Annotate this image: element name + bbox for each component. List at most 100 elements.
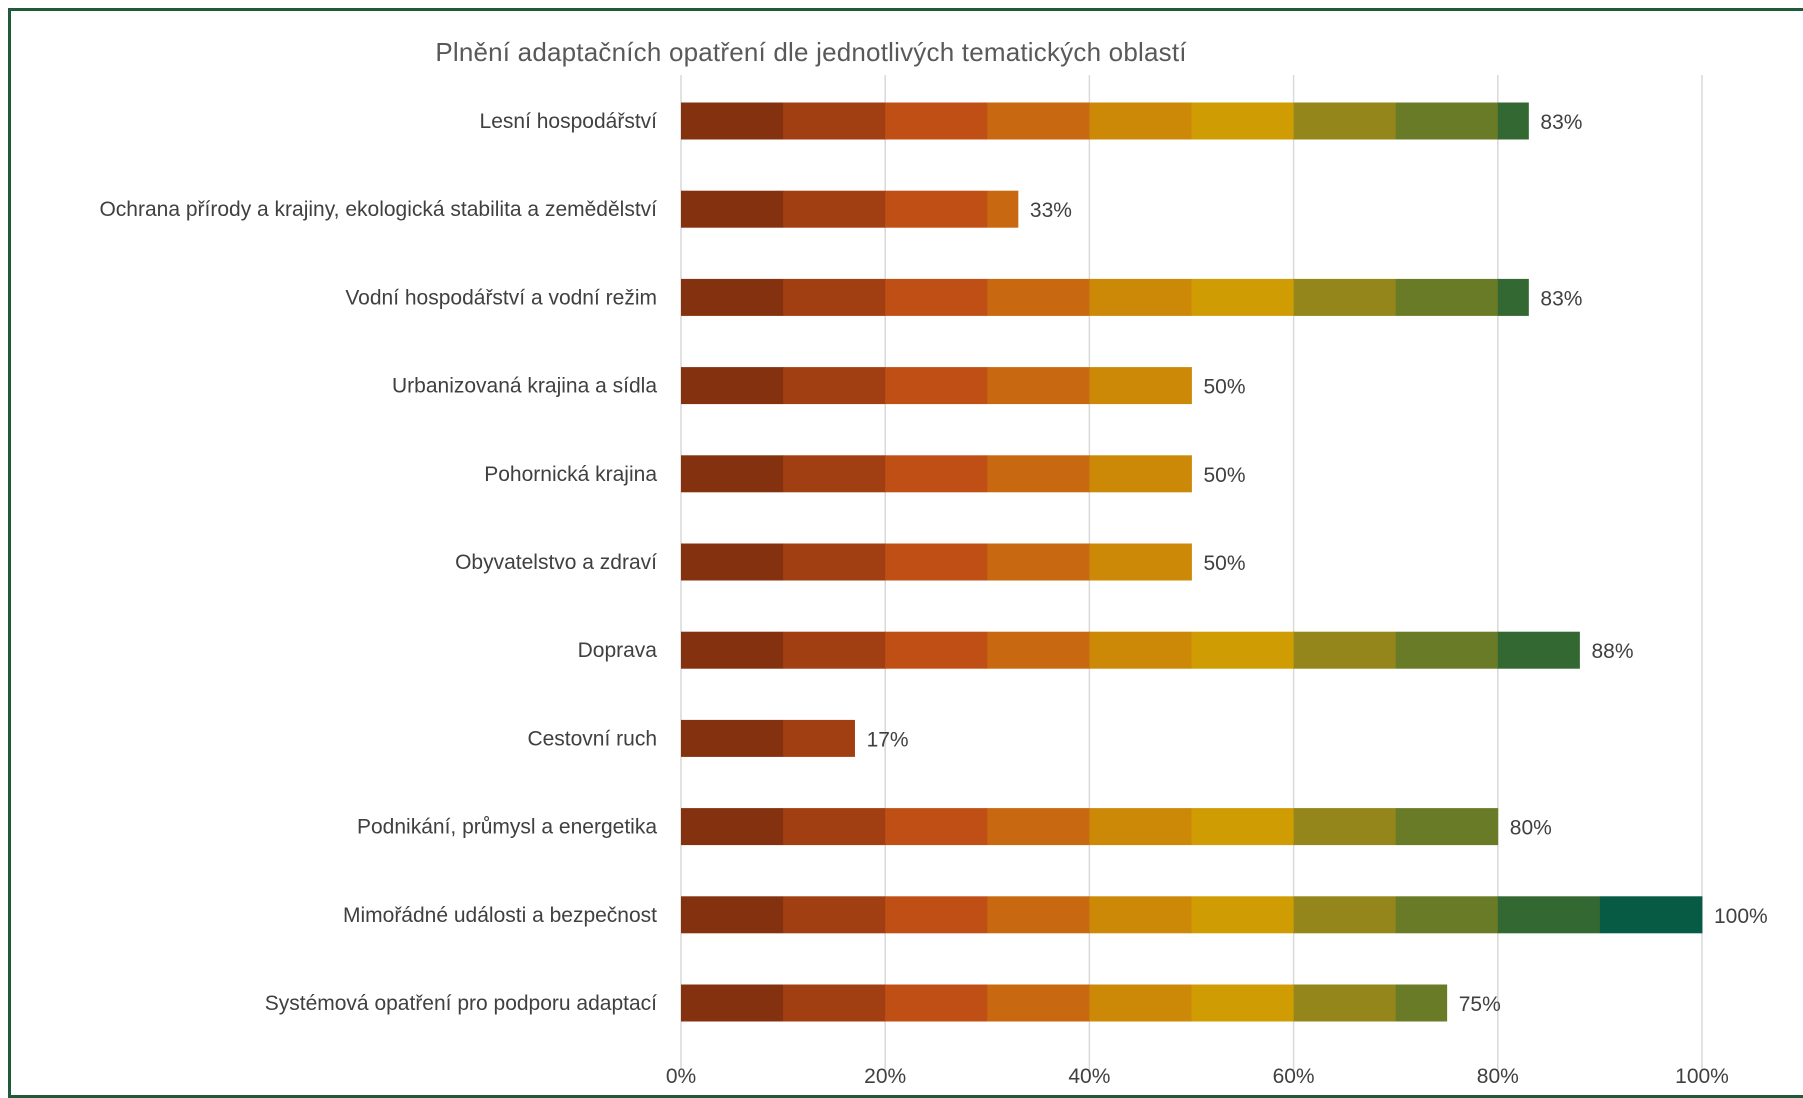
bar-segment [681,631,784,669]
bar-segment [681,278,784,316]
bar-segment [1395,896,1499,934]
bar-segment [1497,631,1580,669]
data-label: 17% [867,728,909,751]
bar-segment [987,543,1090,581]
bar-segment [681,367,784,405]
bar-segment [1599,896,1703,934]
bar-segment [1089,455,1192,493]
bar-segment [1191,808,1294,846]
bar-segment [1395,631,1499,669]
bar-segment [1089,102,1192,140]
category-label: Doprava [578,639,658,662]
bar-segment [987,278,1090,316]
bar-segment [1497,278,1529,316]
data-label: 83% [1540,111,1582,134]
bar-segment [1293,984,1397,1022]
bar-segment [1395,808,1499,846]
x-tick-label: 80% [1477,1065,1519,1088]
bar-segment [681,455,784,493]
bar-segment [885,367,988,405]
data-label: 75% [1459,993,1501,1016]
bar-segment [783,631,886,669]
bar-segment [681,190,784,228]
category-label: Cestovní ruch [527,727,657,750]
bar-segment [987,808,1090,846]
bar-segment [987,896,1090,934]
category-label: Urbanizovaná krajina a sídla [392,375,657,398]
category-label: Systémová opatření pro podporu adaptací [265,992,657,1015]
category-label: Podnikání, průmysl a energetika [357,816,657,839]
bar-segment [681,984,784,1022]
category-label: Lesní hospodářství [480,110,658,133]
bar-segment [681,543,784,581]
bar-segment [1089,808,1192,846]
bar-segment [885,455,988,493]
bar-segment [783,896,886,934]
bar-segment [987,455,1090,493]
data-label: 80% [1510,817,1552,840]
bar-segment [1089,367,1192,405]
bar-segment [885,102,988,140]
bar-segment [1293,631,1397,669]
data-label: 100% [1714,905,1768,928]
bar-segment [681,102,784,140]
bar-segment [783,719,855,757]
x-tick-label: 100% [1675,1065,1729,1088]
bar-segment [1191,102,1294,140]
data-label: 83% [1540,287,1582,310]
bar-segment [987,102,1090,140]
category-label: Mimořádné události a bezpečnost [343,904,657,927]
data-label: 50% [1204,552,1246,575]
bar-segment [783,102,886,140]
bar-segment [885,631,988,669]
bar-segment [783,278,886,316]
bar-segment [1089,896,1192,934]
bar-segment [783,367,886,405]
bar-segment [681,896,784,934]
x-tick-label: 40% [1068,1065,1110,1088]
category-label: Vodní hospodářství a vodní režim [345,286,657,309]
bar-segment [1293,278,1397,316]
data-label: 50% [1204,464,1246,487]
bar-segment [1293,896,1397,934]
bar-segment [681,719,784,757]
bar-segment [1089,631,1192,669]
category-label: Pohornická krajina [484,463,657,486]
x-tick-label: 20% [864,1065,906,1088]
bar-segment [987,367,1090,405]
bar-segment [1191,631,1294,669]
x-tick-label: 60% [1273,1065,1315,1088]
x-tick-label: 0% [666,1065,696,1088]
bar-segment [1395,278,1499,316]
bar-segment [1293,808,1397,846]
category-label: Ochrana přírody a krajiny, ekologická st… [99,198,657,221]
bar-segment [885,896,988,934]
category-label: Obyvatelstvo a zdraví [455,551,657,574]
bar-segment [1293,102,1397,140]
bar-segment [885,984,988,1022]
bar-segment [885,278,988,316]
bar-segment [987,190,1019,228]
bar-segment [1191,278,1294,316]
bar-segment [1089,543,1192,581]
bar-segment [1089,278,1192,316]
data-label: 50% [1204,376,1246,399]
bar-segment [1191,896,1294,934]
bar-segment [783,808,886,846]
bar-segment [1191,984,1294,1022]
bar-segment [783,543,886,581]
bar-segment [885,543,988,581]
data-label: 33% [1030,199,1072,222]
bar-segment [885,808,988,846]
bar-segment [987,984,1090,1022]
bar-segment [885,190,988,228]
chart-title: Plnění adaptačních opatření dle jednotli… [435,37,1187,67]
bar-segment [1395,102,1499,140]
bar-segment [987,631,1090,669]
bar-segment [1497,102,1529,140]
bar-segment [681,808,784,846]
data-label: 88% [1591,640,1633,663]
bar-segment [1089,984,1192,1022]
bar-segment [783,984,886,1022]
